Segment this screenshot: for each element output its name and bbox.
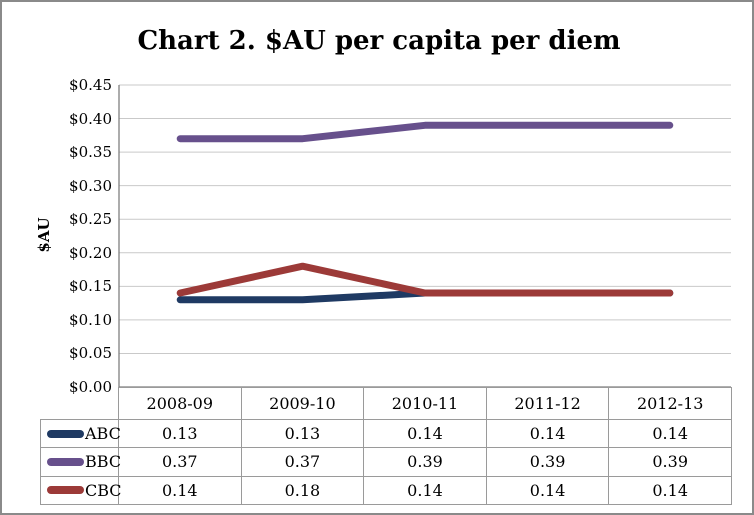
legend-cell: ABC [40, 420, 121, 449]
y-tick-label: $0.30 [69, 176, 112, 195]
y-tick-label: $0.15 [69, 277, 112, 296]
table-cell: 0.39 [364, 448, 487, 477]
table-corner-cell [40, 387, 119, 420]
series-line-cbc [176, 262, 674, 297]
table-cell: 0.39 [486, 448, 610, 477]
table-header-cell: 2009-10 [241, 387, 365, 420]
y-tick-label: $0.05 [69, 344, 112, 363]
y-tick-label: $0.00 [69, 378, 112, 396]
series-line-bbc [176, 121, 674, 143]
table-cell: 0.13 [119, 420, 242, 449]
table-cell: 0.14 [364, 476, 487, 505]
table-cell: 0.14 [119, 476, 242, 505]
table-cell: 0.14 [486, 476, 610, 505]
legend-label: CBC [85, 480, 122, 500]
y-tick-label: $0.25 [69, 210, 112, 229]
table-header-cell: 2008-09 [119, 387, 242, 420]
table-header-cell: 2011-12 [486, 387, 610, 420]
legend-label: BBC [85, 452, 122, 472]
legend-cell: CBC [40, 476, 122, 505]
y-tick-label: $0.35 [69, 143, 112, 162]
legend-line-swatch [47, 486, 84, 495]
table-cell: 0.37 [119, 448, 242, 477]
y-tick-label: $0.20 [69, 243, 112, 262]
legend-line-swatch [47, 429, 84, 438]
table-cell: 0.14 [486, 420, 610, 449]
table-cell: 0.14 [609, 420, 732, 449]
legend-cell: BBC [40, 448, 122, 477]
table-cell: 0.39 [609, 448, 732, 477]
legend-line-swatch [47, 457, 84, 466]
table-cell: 0.14 [364, 420, 487, 449]
table-cell: 0.37 [241, 448, 365, 477]
legend-label: ABC [85, 424, 121, 444]
table-header-cell: 2010-11 [364, 387, 487, 420]
table-cell: 0.14 [609, 476, 732, 505]
table-cell: 0.13 [241, 420, 365, 449]
y-tick-label: $0.40 [69, 109, 112, 128]
table-header-cell: 2012-13 [609, 387, 732, 420]
chart-data-table: 2008-09 2009-10 2010-11 2011-12 2012-13 … [40, 387, 732, 505]
table-cell: 0.18 [241, 476, 365, 505]
y-tick-label: $0.45 [69, 76, 112, 94]
y-tick-label: $0.10 [69, 310, 112, 329]
chart-title: Chart 2. $AU per capita per diem [137, 26, 621, 56]
